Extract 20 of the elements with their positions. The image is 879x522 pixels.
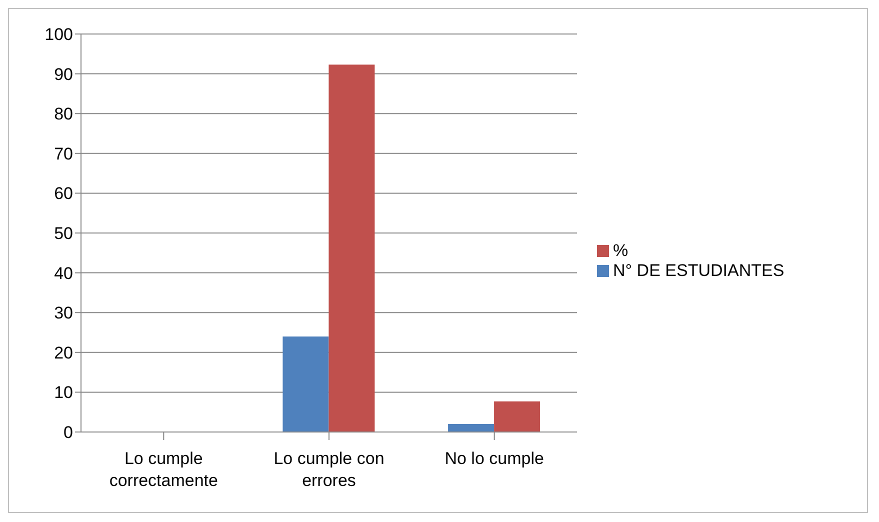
bar xyxy=(448,424,494,432)
y-tick-label: 40 xyxy=(54,264,73,283)
legend-label: N° DE ESTUDIANTES xyxy=(613,260,784,280)
y-tick-label: 80 xyxy=(54,104,73,124)
y-tick-label: 70 xyxy=(54,144,73,164)
bar xyxy=(282,336,329,432)
x-tick-label: Lo cumple con errores xyxy=(274,449,384,490)
bar xyxy=(494,401,540,432)
legend-label: % xyxy=(613,240,628,260)
y-tick-label: 90 xyxy=(54,64,73,84)
y-tick-label: 10 xyxy=(54,383,73,402)
x-tick-label: Lo cumple correctamente xyxy=(109,449,218,490)
y-tick-label: 100 xyxy=(44,25,73,44)
bar xyxy=(328,64,375,432)
x-tick-label: No lo cumple xyxy=(444,449,544,468)
y-tick-label: 60 xyxy=(54,184,73,204)
y-tick-label: 20 xyxy=(54,343,73,362)
y-tick-label: 50 xyxy=(54,224,73,244)
y-tick-label: 30 xyxy=(54,304,73,323)
y-tick-label: 0 xyxy=(64,423,73,442)
